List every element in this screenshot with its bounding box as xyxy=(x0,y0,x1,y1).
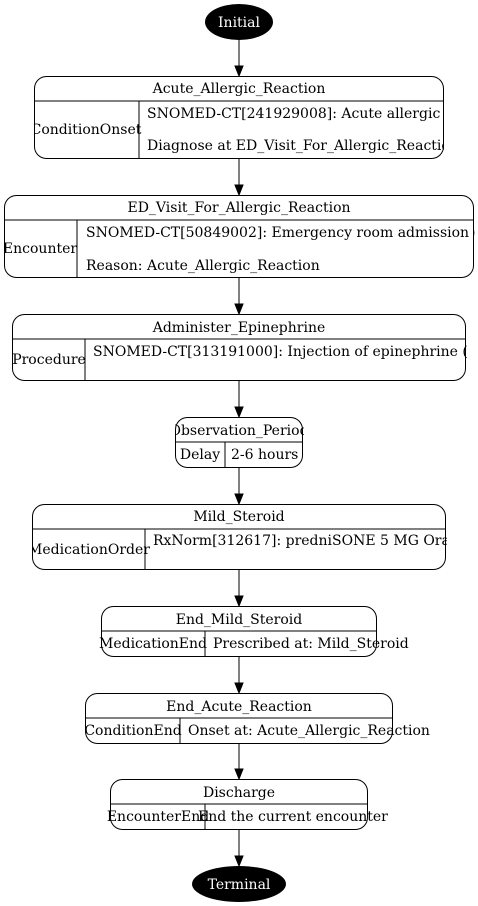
state-detail-note: Onset at: Acute_Allergic_Reaction xyxy=(188,723,430,739)
edge-observation-to-mild-steroid xyxy=(234,468,244,506)
state-title: Administer_Epinephrine xyxy=(152,320,326,336)
state-ed-visit-for-allergic-reaction[interactable]: ED_Visit_For_Allergic_Reaction Encounter… xyxy=(3,195,478,278)
state-end-mild-steroid[interactable]: End_Mild_Steroid MedicationEnd Prescribe… xyxy=(99,606,409,657)
state-type: Procedure xyxy=(12,352,86,368)
state-title: End_Mild_Steroid xyxy=(176,612,303,628)
state-title: End_Acute_Reaction xyxy=(166,699,312,715)
state-title: Mild_Steroid xyxy=(193,509,284,525)
edge-end-mild-steroid-to-end-acute-reaction xyxy=(234,657,244,695)
terminal-label: Terminal xyxy=(208,877,271,893)
initial-label: Initial xyxy=(218,15,260,31)
state-title: Acute_Allergic_Reaction xyxy=(152,81,326,97)
state-end-acute-reaction[interactable]: End_Acute_Reaction ConditionEnd Onset at… xyxy=(84,693,430,744)
edge-initial-to-acute-allergic-reaction xyxy=(234,40,244,78)
state-acute-allergic-reaction[interactable]: Acute_Allergic_Reaction ConditionOnset S… xyxy=(31,76,478,159)
state-detail-note: Diagnose at ED_Visit_For_Allergic_Reacti… xyxy=(147,138,459,154)
edge-epinephrine-to-observation-period xyxy=(234,381,244,419)
state-detail-duration: 2-6 hours xyxy=(231,447,298,463)
state-type: MedicationOrder xyxy=(28,542,150,558)
state-type: ConditionOnset xyxy=(31,122,142,138)
state-title: ED_Visit_For_Allergic_Reaction xyxy=(127,200,350,216)
state-type: EncounterEnd xyxy=(107,809,209,825)
state-detail-code: SNOMED-CT[241929008]: Acute allergic rea… xyxy=(147,106,478,122)
edge-acute-to-ed-visit xyxy=(234,159,244,197)
initial-node xyxy=(205,4,273,40)
state-administer-epinephrine[interactable]: Administer_Epinephrine Procedure SNOMED-… xyxy=(12,314,478,381)
state-type: Delay xyxy=(180,447,220,463)
state-detail-code: RxNorm[312617]: predniSONE 5 MG Oral Tab… xyxy=(153,533,478,549)
state-detail-note: Prescribed at: Mild_Steroid xyxy=(213,636,409,652)
state-detail-code: SNOMED-CT[50849002]: Emergency room admi… xyxy=(86,225,478,241)
state-title: Discharge xyxy=(203,785,275,801)
state-type: MedicationEnd xyxy=(99,636,207,652)
state-discharge[interactable]: Discharge EncounterEnd End the current e… xyxy=(107,779,388,830)
state-type: Encounter xyxy=(3,241,77,257)
state-detail-code: SNOMED-CT[313191000]: Injection of epine… xyxy=(93,344,478,360)
edge-ed-visit-to-administer-epinephrine xyxy=(234,278,244,316)
terminal-node xyxy=(192,866,286,902)
state-observation-period[interactable]: Observation_Period Delay 2-6 hours xyxy=(169,417,308,468)
state-detail-note: Reason: Acute_Allergic_Reaction xyxy=(86,258,320,274)
edge-discharge-to-terminal xyxy=(234,830,244,868)
edge-end-acute-reaction-to-discharge xyxy=(234,743,244,781)
state-detail-note: End the current encounter xyxy=(198,809,388,825)
edge-mild-steroid-to-end-mild-steroid xyxy=(234,570,244,608)
state-mild-steroid[interactable]: Mild_Steroid MedicationOrder RxNorm[3126… xyxy=(28,504,478,570)
state-type: ConditionEnd xyxy=(84,723,181,739)
state-title: Observation_Period xyxy=(169,423,308,439)
